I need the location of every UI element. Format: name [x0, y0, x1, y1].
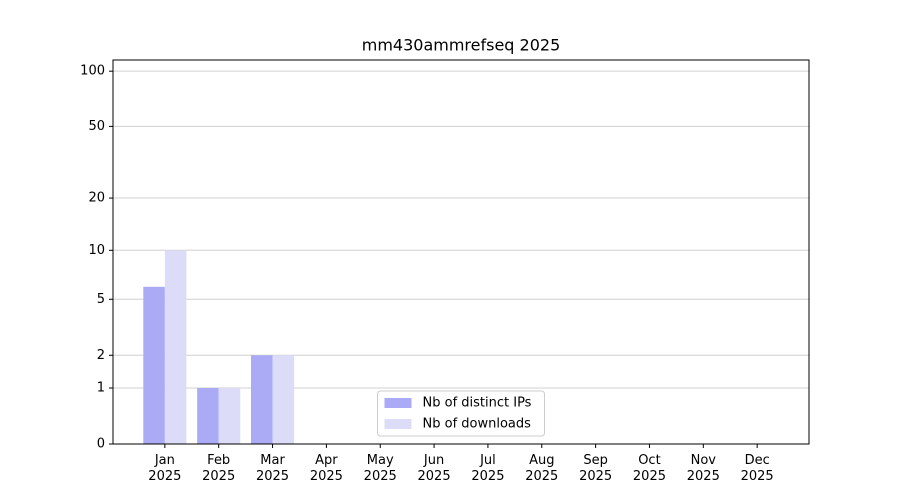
x-tick-label: Feb 2025 — [202, 453, 236, 484]
x-tick-label: Jan 2025 — [148, 453, 182, 484]
plot-frame — [112, 59, 810, 445]
legend-label: Nb of downloads — [423, 417, 532, 432]
chart-title: mm430ammrefseq 2025 — [362, 36, 561, 55]
x-tick-label: Aug 2025 — [525, 453, 559, 484]
y-tick-label: 20 — [88, 191, 105, 206]
bar — [218, 388, 241, 444]
x-tick-label: Sep 2025 — [579, 453, 613, 484]
legend-swatch — [384, 419, 412, 429]
y-tick-label: 1 — [97, 381, 105, 396]
x-tick-label: Mar 2025 — [255, 453, 290, 484]
legend-swatch — [384, 398, 412, 408]
x-tick-label: May 2025 — [363, 453, 397, 484]
bar — [272, 355, 295, 444]
legend: Nb of distinct IPs Nb of downloads — [377, 390, 545, 437]
x-tick-label: Nov 2025 — [686, 453, 720, 484]
y-tick-label: 2 — [97, 348, 105, 363]
bar — [251, 355, 273, 444]
x-tick-label: Jul 2025 — [471, 453, 505, 484]
y-tick-label: 10 — [88, 243, 105, 258]
x-tick-label: Apr 2025 — [309, 453, 343, 484]
bar — [197, 388, 219, 444]
y-tick-label: 50 — [88, 119, 105, 134]
bar — [164, 250, 187, 444]
x-tick-label: Oct 2025 — [632, 453, 666, 484]
bar — [143, 286, 165, 444]
y-tick-label: 100 — [80, 64, 105, 79]
y-tick-label: 0 — [97, 437, 105, 452]
x-tick-label: Dec 2025 — [740, 453, 774, 484]
x-tick-label: Jun 2025 — [417, 453, 451, 484]
legend-frame — [377, 390, 545, 437]
legend-label: Nb of distinct IPs — [423, 396, 532, 411]
y-tick-label: 5 — [97, 292, 105, 307]
